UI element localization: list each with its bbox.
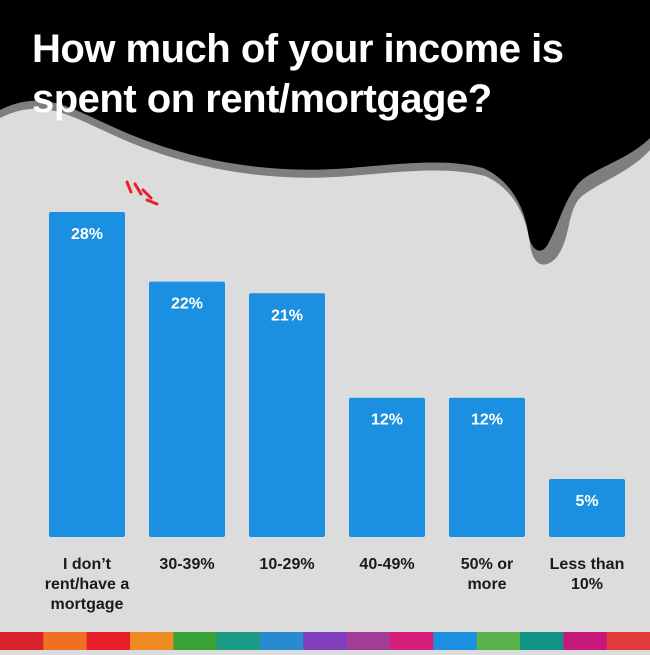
highlight-marks xyxy=(125,180,159,206)
stripe-segment-12 xyxy=(520,632,564,650)
chart-title-line-1: How much of your income is xyxy=(32,27,564,71)
chart-title-line-2: spent on rent/mortgage? xyxy=(32,77,492,121)
highlight-mark-1 xyxy=(133,182,143,196)
stripe-segment-8 xyxy=(346,632,391,650)
speech-bubble xyxy=(0,0,650,265)
category-labels: I don’t rent/have a mortgage 30-39% 10-29% 40… xyxy=(45,556,625,613)
bar-2 xyxy=(249,293,325,537)
category-label-0-line-0: I don’t xyxy=(63,556,112,573)
speech-bubble-body xyxy=(0,0,650,251)
category-label-0-line-1: rent/have a xyxy=(45,576,130,593)
stripe-segment-6 xyxy=(260,632,304,650)
bar-1 xyxy=(149,281,225,537)
highlight-mark-2 xyxy=(141,188,153,200)
category-label-0-line-2: mortgage xyxy=(51,596,124,613)
category-label-5-line-1: 10% xyxy=(571,576,603,593)
category-label-1-line-0: 30-39% xyxy=(159,556,214,573)
stripe-segment-10 xyxy=(433,632,478,650)
color-stripe xyxy=(0,632,650,650)
bars xyxy=(49,212,625,537)
stripe-segment-7 xyxy=(303,632,348,650)
value-label-2: 21% xyxy=(271,307,303,324)
category-label-4-line-0: 50% or xyxy=(461,556,513,573)
stripe-segment-0 xyxy=(0,632,44,650)
stripe-segment-11 xyxy=(476,632,521,650)
bar-4 xyxy=(449,397,525,537)
value-label-0: 28% xyxy=(71,226,103,243)
stripe-segment-13 xyxy=(563,632,608,650)
value-label-4: 12% xyxy=(471,412,503,429)
bar-5 xyxy=(549,478,625,537)
highlight-mark-3 xyxy=(145,198,159,206)
value-label-1: 22% xyxy=(171,296,203,313)
highlight-mark-0 xyxy=(125,180,133,194)
stripe-segment-2 xyxy=(86,632,131,650)
stripe-segment-9 xyxy=(390,632,434,650)
bar-0 xyxy=(49,212,125,537)
value-label-5: 5% xyxy=(575,493,598,510)
stripe-segment-1 xyxy=(43,632,88,650)
category-label-4-line-1: more xyxy=(467,576,506,593)
chart-title: How much of your income is spent on rent… xyxy=(32,24,612,124)
bar-3 xyxy=(349,397,425,537)
category-label-5-line-0: Less than xyxy=(550,556,625,573)
stripe-segment-4 xyxy=(173,632,218,650)
stripe-segment-14 xyxy=(606,632,650,650)
stripe-segment-5 xyxy=(216,632,261,650)
stripe-segment-3 xyxy=(130,632,174,650)
value-label-3: 12% xyxy=(371,412,403,429)
category-label-3-line-0: 40-49% xyxy=(359,556,414,573)
value-labels: 28% 22% 21% 12% 12% 5% xyxy=(71,226,599,510)
category-label-2-line-0: 10-29% xyxy=(259,556,314,573)
